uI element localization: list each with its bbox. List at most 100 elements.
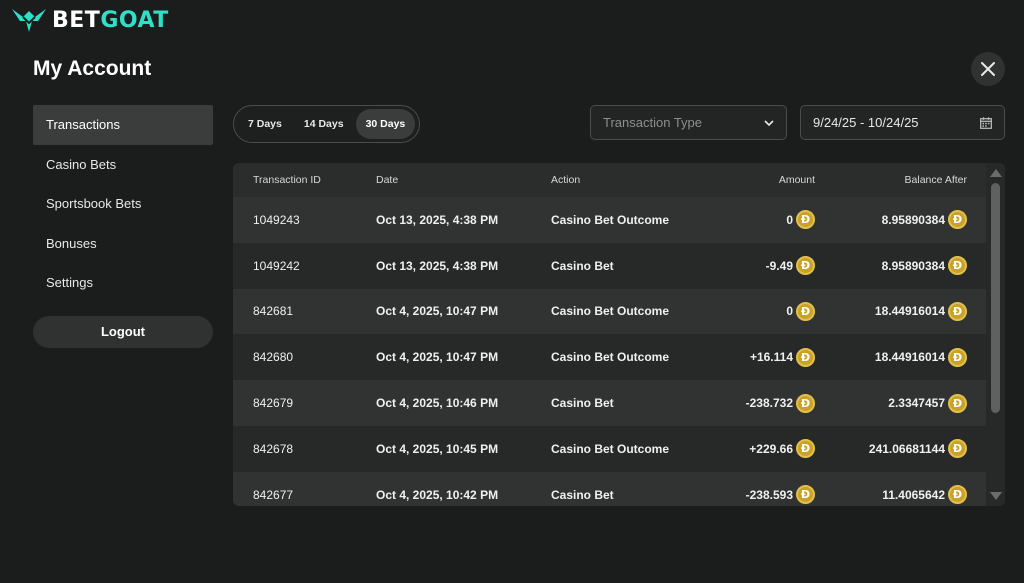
date-range-value: 9/24/25 - 10/24/25 <box>813 115 919 130</box>
brand-logo[interactable]: BETGOAT <box>10 6 169 34</box>
doge-coin-icon: Ð <box>948 210 967 230</box>
transaction-type-select[interactable]: Transaction Type <box>590 105 787 140</box>
balance-value: 2.3347457 <box>888 396 945 411</box>
cell-transaction-id: 842678 <box>253 441 294 456</box>
cell-balance-after: 18.44916014 Ð <box>875 334 967 380</box>
cell-date: Oct 4, 2025, 10:47 PM <box>376 350 499 365</box>
header-transaction-id: Transaction ID <box>253 174 321 186</box>
amount-value: -238.593 <box>745 487 793 502</box>
7-days-button[interactable]: 7 Days <box>248 118 282 130</box>
chevron-down-icon <box>764 119 774 126</box>
cell-balance-after: 11.4065642 Ð <box>882 472 967 506</box>
cell-action: Casino Bet <box>551 487 614 502</box>
scrollbar-thumb[interactable] <box>991 183 1000 413</box>
amount-value: -238.732 <box>745 396 793 411</box>
doge-coin-icon: Ð <box>796 393 815 413</box>
balance-value: 18.44916014 <box>874 304 945 319</box>
table-row[interactable]: 1049243 Oct 13, 2025, 4:38 PM Casino Bet O… <box>233 197 1005 243</box>
cell-transaction-id: 842681 <box>253 304 294 319</box>
doge-coin-icon: Ð <box>948 347 967 367</box>
amount-value: +16.114 <box>749 350 793 365</box>
table-row[interactable]: 842680 Oct 4, 2025, 10:47 PM Casino Bet Ou… <box>233 334 1005 381</box>
cell-balance-after: 18.44916014 Ð <box>875 289 967 335</box>
header-balance-after: Balance After <box>904 174 967 186</box>
cell-transaction-id: 842677 <box>253 487 294 502</box>
logout-button[interactable]: Logout <box>33 315 213 348</box>
doge-coin-icon: Ð <box>948 393 967 413</box>
amount-value: 0 <box>786 212 793 227</box>
brand-name-part1: BET <box>52 7 101 33</box>
sidebar-item-settings[interactable]: Settings <box>46 275 93 291</box>
sidebar-item-bonuses[interactable]: Bonuses <box>46 235 97 251</box>
doge-coin-icon: Ð <box>948 485 967 505</box>
header-amount: Amount <box>778 174 815 186</box>
transactions-table: Transaction ID Date Action Amount Balanc… <box>233 163 1005 506</box>
doge-coin-icon: Ð <box>948 301 967 321</box>
cell-date: Oct 4, 2025, 10:47 PM <box>376 304 499 319</box>
balance-value: 8.95890384 <box>881 212 945 227</box>
cell-action: Casino Bet <box>551 258 614 273</box>
cell-date: Oct 13, 2025, 4:38 PM <box>376 212 499 227</box>
cell-amount: +229.66 Ð <box>749 426 815 472</box>
cell-balance-after: 241.06681144 Ð <box>869 426 967 472</box>
scroll-up-arrow-icon[interactable] <box>990 169 1002 177</box>
cell-action: Casino Bet Outcome <box>551 212 670 227</box>
table-scrollbar[interactable] <box>986 163 1005 506</box>
cell-transaction-id: 1049242 <box>253 258 300 273</box>
cell-date: Oct 4, 2025, 10:42 PM <box>376 487 499 502</box>
30-days-button[interactable]: 30 Days <box>355 109 416 139</box>
table-row[interactable]: 842681 Oct 4, 2025, 10:47 PM Casino Bet Ou… <box>233 288 1005 335</box>
scroll-down-arrow-icon[interactable] <box>990 492 1002 500</box>
cell-balance-after: 8.95890384 Ð <box>882 243 967 289</box>
cell-transaction-id: 1049243 <box>253 212 300 227</box>
close-icon <box>981 62 995 76</box>
cell-amount: -238.593 Ð <box>746 472 815 506</box>
table-row[interactable]: 1049242 Oct 13, 2025, 4:38 PM Casino Bet -9… <box>233 242 1005 289</box>
table-row[interactable]: 842677 Oct 4, 2025, 10:42 PM Casino Bet -23… <box>233 471 1005 506</box>
balance-value: 18.44916014 <box>874 350 945 365</box>
cell-date: Oct 13, 2025, 4:38 PM <box>376 258 499 273</box>
doge-coin-icon: Ð <box>796 485 815 505</box>
sidebar-item-sportsbook-bets[interactable]: Sportsbook Bets <box>46 196 142 212</box>
doge-coin-icon: Ð <box>796 301 815 321</box>
cell-action: Casino Bet Outcome <box>551 441 670 456</box>
cell-amount: +16.114 Ð <box>750 334 815 380</box>
doge-coin-icon: Ð <box>796 439 815 459</box>
cell-amount: -9.49 Ð <box>766 243 815 289</box>
amount-value: -9.49 <box>765 258 793 273</box>
balance-value: 8.95890384 <box>881 258 945 273</box>
date-range-picker[interactable]: 9/24/25 - 10/24/25 <box>800 105 1005 140</box>
amount-value: +229.66 <box>749 441 793 456</box>
table-row[interactable]: 842678 Oct 4, 2025, 10:45 PM Casino Bet Ou… <box>233 425 1005 472</box>
doge-coin-icon: Ð <box>796 256 815 276</box>
page-title: My Account <box>33 57 152 80</box>
day-range-toggle: 7 Days 14 Days 30 Days <box>233 105 421 143</box>
goat-logo-icon <box>12 9 46 32</box>
balance-value: 241.06681144 <box>868 441 945 456</box>
cell-transaction-id: 842680 <box>253 350 294 365</box>
sidebar-item-casino-bets[interactable]: Casino Bets <box>46 156 117 172</box>
doge-coin-icon: Ð <box>796 347 815 367</box>
close-button[interactable] <box>971 52 1005 86</box>
balance-value: 11.4065642 <box>882 487 945 502</box>
cell-balance-after: 2.3347457 Ð <box>888 380 967 426</box>
cell-balance-after: 8.95890384 Ð <box>882 197 967 243</box>
cell-date: Oct 4, 2025, 10:45 PM <box>376 441 499 456</box>
14-days-button[interactable]: 14 Days <box>303 118 344 130</box>
sidebar-item-transactions[interactable]: Transactions <box>33 105 213 145</box>
calendar-icon <box>980 116 992 129</box>
header-date: Date <box>376 174 399 186</box>
doge-coin-icon: Ð <box>796 210 815 230</box>
table-row[interactable]: 842679 Oct 4, 2025, 10:46 PM Casino Bet -23… <box>233 380 1005 426</box>
transaction-type-placeholder: Transaction Type <box>603 115 702 130</box>
cell-action: Casino Bet Outcome <box>551 350 670 365</box>
cell-action: Casino Bet <box>551 396 614 411</box>
amount-value: 0 <box>786 304 793 319</box>
header-action: Action <box>551 174 581 186</box>
cell-action: Casino Bet Outcome <box>551 304 670 319</box>
cell-transaction-id: 842679 <box>253 396 294 411</box>
cell-amount: -238.732 Ð <box>746 380 815 426</box>
account-sidebar: Transactions Casino Bets Sportsbook Bets… <box>33 105 213 348</box>
